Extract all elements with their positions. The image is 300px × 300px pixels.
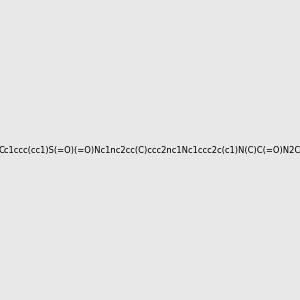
Text: Cc1ccc(cc1)S(=O)(=O)Nc1nc2cc(C)ccc2nc1Nc1ccc2c(c1)N(C)C(=O)N2C: Cc1ccc(cc1)S(=O)(=O)Nc1nc2cc(C)ccc2nc1Nc… <box>0 146 300 154</box>
